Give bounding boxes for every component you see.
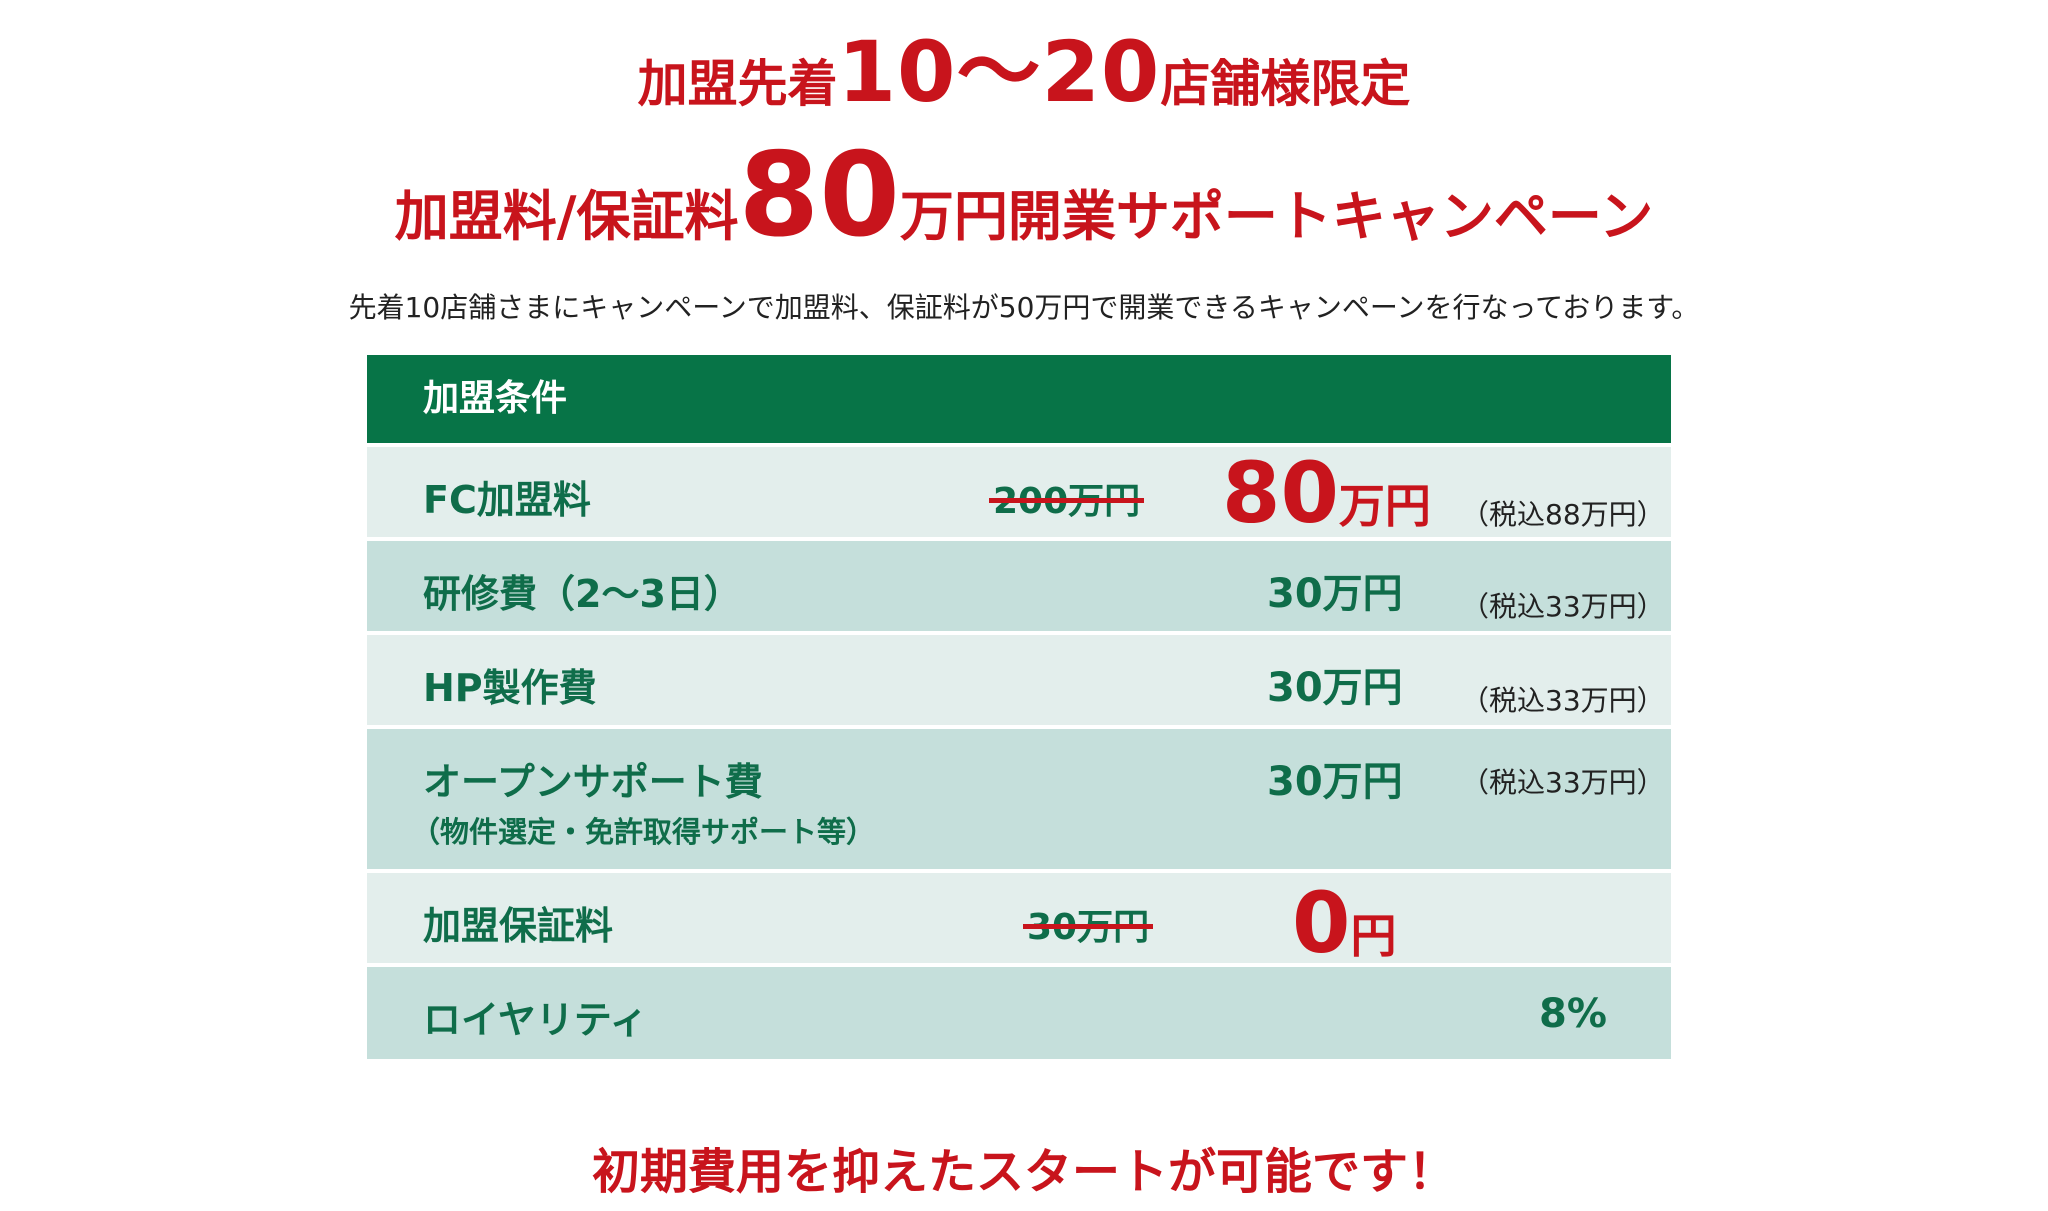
table-header: 加盟条件 — [367, 355, 1671, 443]
tax-note: （税込88万円） — [1461, 498, 1665, 531]
campaign-description: 先着10店舗さまにキャンペーンで加盟料、保証料が50万円で開業できるキャンペーン… — [348, 291, 1700, 324]
row-label: HP製作費 — [423, 666, 597, 710]
discount-price-unit: 円 — [1350, 909, 1397, 963]
table-row-website-fee: HP製作費 30万円 （税込33万円） — [367, 631, 1671, 725]
discount-price-number: 80 — [1222, 444, 1339, 542]
headline1-store-count: 10～20 — [837, 23, 1161, 121]
row-label: 研修費（2～3日） — [423, 572, 742, 616]
table-row-guarantee-fee: 加盟保証料 30万円 0円 — [367, 869, 1671, 965]
strikethrough-line — [989, 498, 1145, 503]
discount-price-number: 0 — [1292, 874, 1351, 972]
price: 30万円 — [1267, 665, 1403, 711]
closing-message: 初期費用を抑えたスタートが可能です！ — [591, 1144, 1456, 1200]
headline1-prefix: 加盟先着 — [637, 55, 838, 113]
tax-note: （税込33万円） — [1461, 590, 1665, 623]
row-label: FC加盟料 — [423, 478, 591, 522]
tax-note: （税込33万円） — [1461, 766, 1665, 799]
discount-price: 80万円 — [1222, 451, 1431, 535]
headline2-amount: 80 — [738, 128, 900, 263]
old-price: 30万円 — [1023, 898, 1154, 950]
campaign-headline-limited: 加盟先着10～20店舗様限定 — [0, 30, 2048, 114]
campaign-headline-main: 加盟料/保証料80万円開業サポートキャンペーン — [0, 138, 2048, 254]
price: 30万円 — [1267, 759, 1403, 805]
row-label: ロイヤリティ — [423, 998, 648, 1042]
royalty-rate: 8% — [1539, 991, 1607, 1037]
headline2-suffix: 万円開業サポートキャンペーン — [899, 185, 1654, 248]
old-price: 200万円 — [989, 472, 1145, 524]
row-label: オープンサポート費 — [423, 760, 763, 804]
headline2-prefix: 加盟料/保証料 — [394, 185, 739, 248]
table-row-open-support-fee: オープンサポート費 （物件選定・免許取得サポート等） 30万円 （税込33万円） — [367, 725, 1671, 869]
tax-note: （税込33万円） — [1461, 684, 1665, 717]
price: 30万円 — [1267, 571, 1403, 617]
discount-price: 0円 — [1292, 881, 1396, 965]
headline1-suffix: 店舗様限定 — [1160, 55, 1411, 113]
discount-price-unit: 万円 — [1338, 479, 1431, 533]
strikethrough-line — [1023, 924, 1154, 929]
table-row-fc-fee: FC加盟料 200万円 80万円 （税込88万円） — [367, 443, 1671, 537]
table-row-royalty: ロイヤリティ 8% — [367, 963, 1671, 1059]
row-sublabel: （物件選定・免許取得サポート等） — [411, 815, 876, 849]
table-row-training-fee: 研修費（2～3日） 30万円 （税込33万円） — [367, 537, 1671, 631]
membership-conditions-table: 加盟条件 FC加盟料 200万円 80万円 （税込88万円） 研修費（2～3日）… — [367, 355, 1671, 1059]
row-label: 加盟保証料 — [423, 904, 614, 948]
